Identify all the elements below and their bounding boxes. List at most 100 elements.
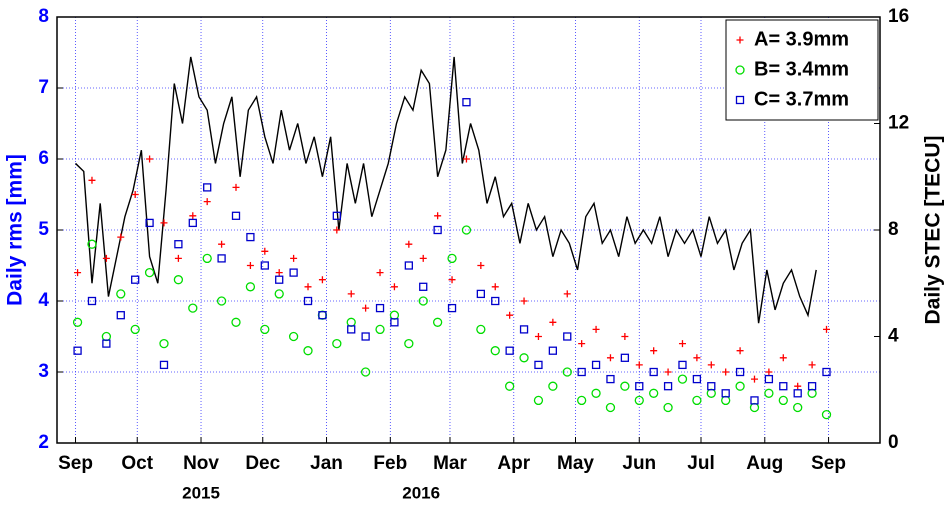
square-marker [275, 275, 284, 284]
y-tick-label: 5 [38, 219, 49, 240]
square-marker [102, 339, 111, 348]
circle-marker [735, 65, 745, 75]
plus-marker [520, 297, 528, 305]
plus-marker [390, 283, 398, 291]
circle-marker [288, 331, 299, 342]
plus-marker [117, 233, 125, 241]
plus-marker [160, 219, 168, 227]
square-marker [447, 303, 457, 313]
circle-marker [548, 381, 558, 391]
plus-marker [592, 325, 600, 333]
square-marker [332, 211, 341, 220]
circle-marker [519, 353, 529, 363]
circle-marker [360, 367, 371, 377]
square-marker [390, 318, 399, 327]
plus-marker [189, 212, 197, 220]
circle-marker [418, 296, 428, 306]
plus-marker [794, 382, 802, 390]
plus-marker [563, 290, 571, 298]
square-marker [563, 332, 572, 341]
plus-marker [376, 269, 384, 277]
plus-marker [218, 240, 226, 248]
circle-marker [216, 296, 227, 306]
circle-marker [793, 402, 803, 413]
x-tick-label: Feb [373, 453, 407, 474]
square-marker [188, 218, 197, 228]
plus-marker [491, 283, 499, 291]
square-marker [145, 218, 154, 228]
square-marker [87, 296, 97, 306]
y-tick-label: 6 [38, 148, 49, 169]
circle-marker [461, 225, 472, 235]
plus-marker [823, 325, 831, 333]
square-marker [375, 303, 385, 313]
plus-marker [693, 354, 701, 362]
circle-marker [202, 253, 212, 264]
square-marker [735, 367, 745, 377]
x-tick-label: Jan [310, 453, 343, 474]
plus-marker [448, 276, 456, 284]
plus-marker [246, 262, 254, 269]
circle-marker [245, 282, 256, 292]
legend-box [725, 19, 879, 121]
circle-marker [562, 367, 572, 377]
y-tick-label: 3 [38, 361, 49, 382]
square-marker [246, 232, 255, 242]
square-marker [476, 289, 485, 299]
circle-marker [577, 395, 587, 406]
x-tick-label: Nov [183, 453, 219, 474]
stec-line [75, 56, 817, 324]
plus-marker [290, 254, 298, 262]
circle-marker [332, 338, 342, 349]
square-marker [73, 346, 82, 355]
plus-marker [347, 290, 355, 298]
x-tick-label: Apr [497, 453, 530, 474]
circle-marker [649, 388, 659, 398]
plus-marker [318, 276, 326, 284]
plus-marker [664, 368, 672, 376]
plus-marker [736, 347, 744, 355]
plus-marker [146, 155, 154, 163]
circle-marker [490, 346, 500, 356]
square-marker [620, 353, 630, 362]
circle-marker [605, 402, 616, 413]
square-marker [217, 254, 226, 263]
plus-marker [678, 340, 686, 348]
x-tick-label: Jul [687, 453, 714, 474]
plus-marker [506, 311, 514, 319]
circle-marker [375, 324, 385, 335]
square-marker [303, 296, 313, 306]
circle-marker [764, 388, 774, 398]
square-marker [577, 367, 586, 377]
plus-marker [534, 333, 542, 340]
y2-axis-label: Daily STEC [TECU] [922, 135, 945, 324]
circle-marker [533, 395, 544, 406]
plus-marker [261, 247, 269, 255]
circle-marker [404, 338, 414, 349]
x-tick-label: Aug [746, 453, 783, 474]
square-marker [131, 275, 140, 284]
x-tick-label: Sep [811, 453, 846, 474]
plus-marker [621, 333, 629, 340]
square-marker [318, 311, 327, 320]
plus-marker [88, 176, 96, 184]
x-tick-label: May [557, 453, 594, 474]
square-marker [635, 382, 644, 391]
square-marker [793, 389, 802, 398]
circle-marker [692, 395, 702, 406]
square-marker [750, 396, 759, 405]
plus-marker [232, 183, 240, 191]
legend-label: B= 3.4mm [754, 58, 849, 80]
circle-marker [591, 388, 601, 398]
square-marker [807, 382, 817, 391]
plus-marker [405, 240, 413, 248]
y-tick-label: 8 [38, 6, 49, 27]
square-marker [591, 360, 601, 370]
plus-marker [434, 212, 442, 220]
y-tick-label: 7 [38, 77, 49, 98]
circle-marker [72, 317, 83, 327]
square-marker [159, 360, 169, 370]
plus-marker [304, 283, 312, 291]
circle-marker [116, 289, 126, 299]
circle-marker [634, 395, 644, 406]
